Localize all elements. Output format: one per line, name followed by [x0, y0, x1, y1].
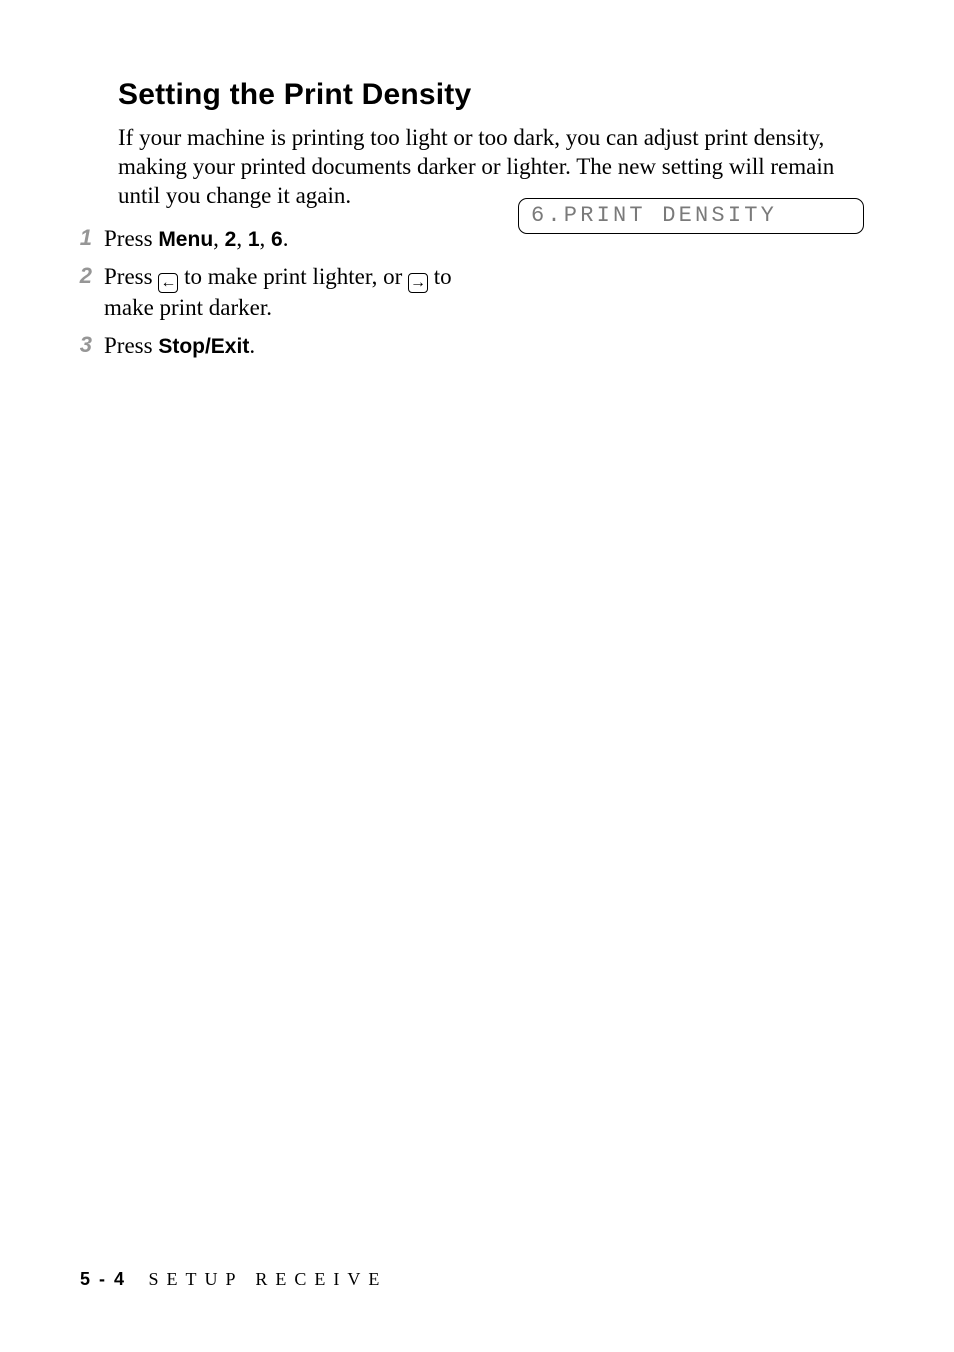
right-arrow-icon: → — [408, 273, 428, 293]
key-label: Stop/Exit — [158, 335, 249, 358]
text-run: Press — [104, 264, 158, 289]
text-run: , — [236, 226, 248, 251]
step-2: 2 Press ← to make print lighter, or → to… — [74, 262, 864, 323]
key-label: 6 — [271, 228, 283, 251]
step-list: 1 Press Menu, 2, 1, 6. 2 Press ← to make… — [74, 224, 864, 361]
text-run: , — [213, 226, 225, 251]
step-body: Press Menu, 2, 1, 6. — [104, 224, 484, 254]
text-run: . — [249, 333, 255, 358]
lcd-text: 6.PRINT DENSITY — [531, 203, 777, 228]
step-body: Press ← to make print lighter, or → to m… — [104, 262, 504, 323]
chapter-title: SETUP RECEIVE — [149, 1269, 388, 1289]
key-label: 2 — [225, 228, 237, 251]
text-run: Press — [104, 333, 158, 358]
text-run: , — [260, 226, 272, 251]
key-label: 1 — [248, 228, 260, 251]
step-number: 1 — [74, 224, 104, 254]
page-number: 5 - 4 — [80, 1269, 126, 1289]
key-label: Menu — [158, 228, 213, 251]
text-run: . — [283, 226, 289, 251]
page-footer: 5 - 4 SETUP RECEIVE — [80, 1269, 387, 1290]
section-heading: Setting the Print Density — [118, 78, 864, 112]
step-body: Press Stop/Exit. — [104, 331, 864, 361]
text-run: Press — [104, 226, 158, 251]
lcd-display: 6.PRINT DENSITY — [518, 198, 864, 234]
step-3: 3 Press Stop/Exit. — [74, 331, 864, 361]
left-arrow-icon: ← — [158, 273, 178, 293]
page-container: Setting the Print Density If your machin… — [0, 0, 954, 1352]
step-number: 2 — [74, 262, 104, 323]
text-run: to make print lighter, or — [178, 264, 408, 289]
step-number: 3 — [74, 331, 104, 361]
